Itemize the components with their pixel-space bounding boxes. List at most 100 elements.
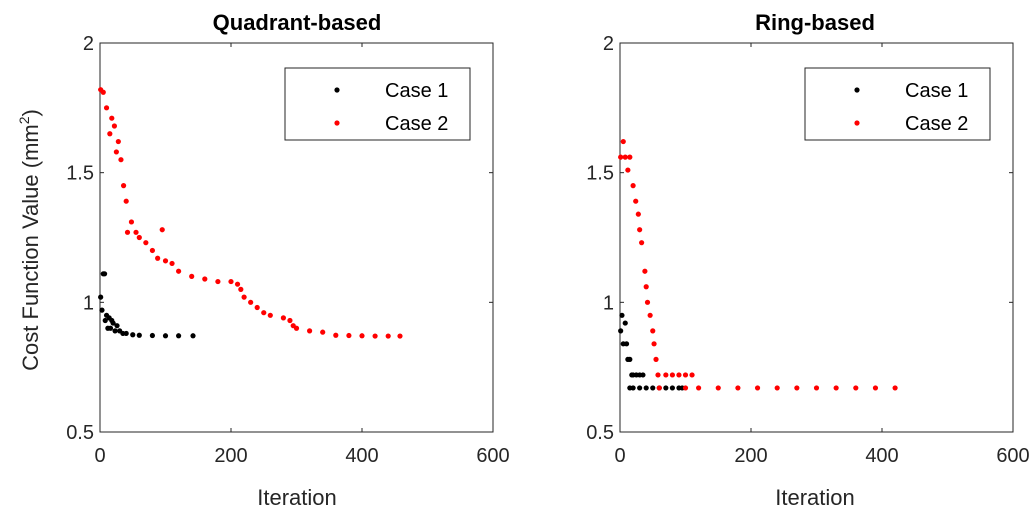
chart-title: Ring-based (755, 10, 875, 35)
data-point (320, 329, 326, 335)
data-point (280, 315, 286, 321)
data-point (833, 385, 839, 391)
y-tick-label: 2 (83, 33, 94, 55)
data-point (640, 372, 646, 378)
data-point (123, 198, 129, 204)
data-point (627, 356, 633, 362)
data-point (669, 372, 676, 378)
legend-label: Case 2 (905, 113, 968, 135)
data-point (261, 310, 267, 316)
data-point (130, 332, 136, 338)
data-point (176, 333, 182, 339)
data-point (267, 312, 273, 318)
axes-box (619, 42, 1014, 433)
data-point (107, 131, 113, 137)
x-axis-label: Iteration (775, 485, 855, 510)
data-point (118, 157, 124, 163)
x-tick-label: 200 (214, 445, 247, 467)
data-point (238, 286, 244, 292)
data-point (111, 123, 118, 129)
y-tick-label: 0.5 (586, 422, 614, 444)
data-point (359, 333, 365, 339)
data-point (754, 385, 761, 391)
x-tick-label: 600 (476, 445, 509, 467)
data-point (892, 385, 898, 391)
data-point (639, 240, 645, 246)
y-axis-label: Cost Function Value (mm2) (16, 109, 43, 371)
data-point (372, 333, 378, 339)
data-point (241, 294, 247, 300)
legend-box (284, 67, 471, 141)
axes-box (99, 42, 494, 433)
data-point (159, 227, 165, 233)
data-point (189, 273, 195, 279)
data-point (215, 278, 221, 285)
ring-based-plot-area: 0 200 400 600 0.5 1 1.5 2 Case 1 Case 2 (586, 33, 1030, 467)
data-point (696, 385, 702, 391)
data-point (689, 372, 695, 378)
data-point (630, 385, 636, 391)
data-point (333, 332, 339, 338)
chart-title: Quadrant-based (213, 10, 382, 35)
data-point (101, 271, 108, 277)
data-point (682, 385, 689, 391)
y-tick-label: 1 (603, 292, 614, 314)
data-point (98, 294, 104, 300)
data-point (234, 281, 241, 287)
data-point (228, 278, 234, 285)
data-point (120, 183, 127, 189)
data-point (136, 234, 142, 241)
data-point (637, 385, 643, 391)
data-point (676, 372, 682, 378)
data-point (715, 385, 721, 391)
y-tick-label: 1.5 (586, 163, 614, 185)
data-point (155, 255, 161, 261)
data-point (99, 307, 105, 313)
data-point (190, 333, 196, 339)
data-point (176, 268, 182, 274)
x-axis-label: Iteration (257, 485, 337, 510)
data-point (653, 356, 659, 362)
data-point (647, 312, 653, 318)
x-tick-label: 400 (345, 445, 378, 467)
data-point (655, 372, 661, 378)
legend-marker (334, 120, 340, 126)
x-tick-label: 0 (614, 445, 625, 467)
data-point (650, 385, 656, 391)
data-point (149, 332, 155, 339)
data-point (248, 299, 254, 305)
data-point (618, 154, 624, 160)
data-point (143, 240, 149, 246)
data-point (254, 304, 260, 311)
y-tick-label: 2 (603, 33, 614, 55)
data-point (622, 320, 628, 326)
data-point (633, 198, 639, 204)
data-point (627, 154, 633, 160)
data-point (102, 317, 108, 324)
data-point (682, 372, 689, 378)
y-tick-label: 1.5 (66, 163, 94, 185)
legend-marker (854, 87, 860, 93)
legend-label: Case 1 (905, 80, 968, 102)
data-point (872, 385, 879, 391)
data-point (287, 317, 293, 324)
data-point (133, 229, 139, 235)
data-point (307, 328, 313, 334)
data-point (853, 385, 859, 391)
legend-label: Case 1 (385, 80, 448, 102)
data-point (656, 385, 662, 391)
data-point (623, 341, 630, 347)
data-point (650, 328, 656, 334)
data-point (113, 149, 119, 155)
data-point (124, 229, 131, 235)
data-point (293, 325, 300, 331)
data-point (385, 333, 391, 339)
x-tick-label: 600 (996, 445, 1029, 467)
x-tick-label: 200 (734, 445, 767, 467)
data-point (644, 299, 651, 305)
data-point (635, 211, 641, 217)
data-point (651, 341, 657, 347)
data-point (619, 312, 625, 318)
data-point (643, 385, 649, 391)
data-point (136, 332, 142, 338)
